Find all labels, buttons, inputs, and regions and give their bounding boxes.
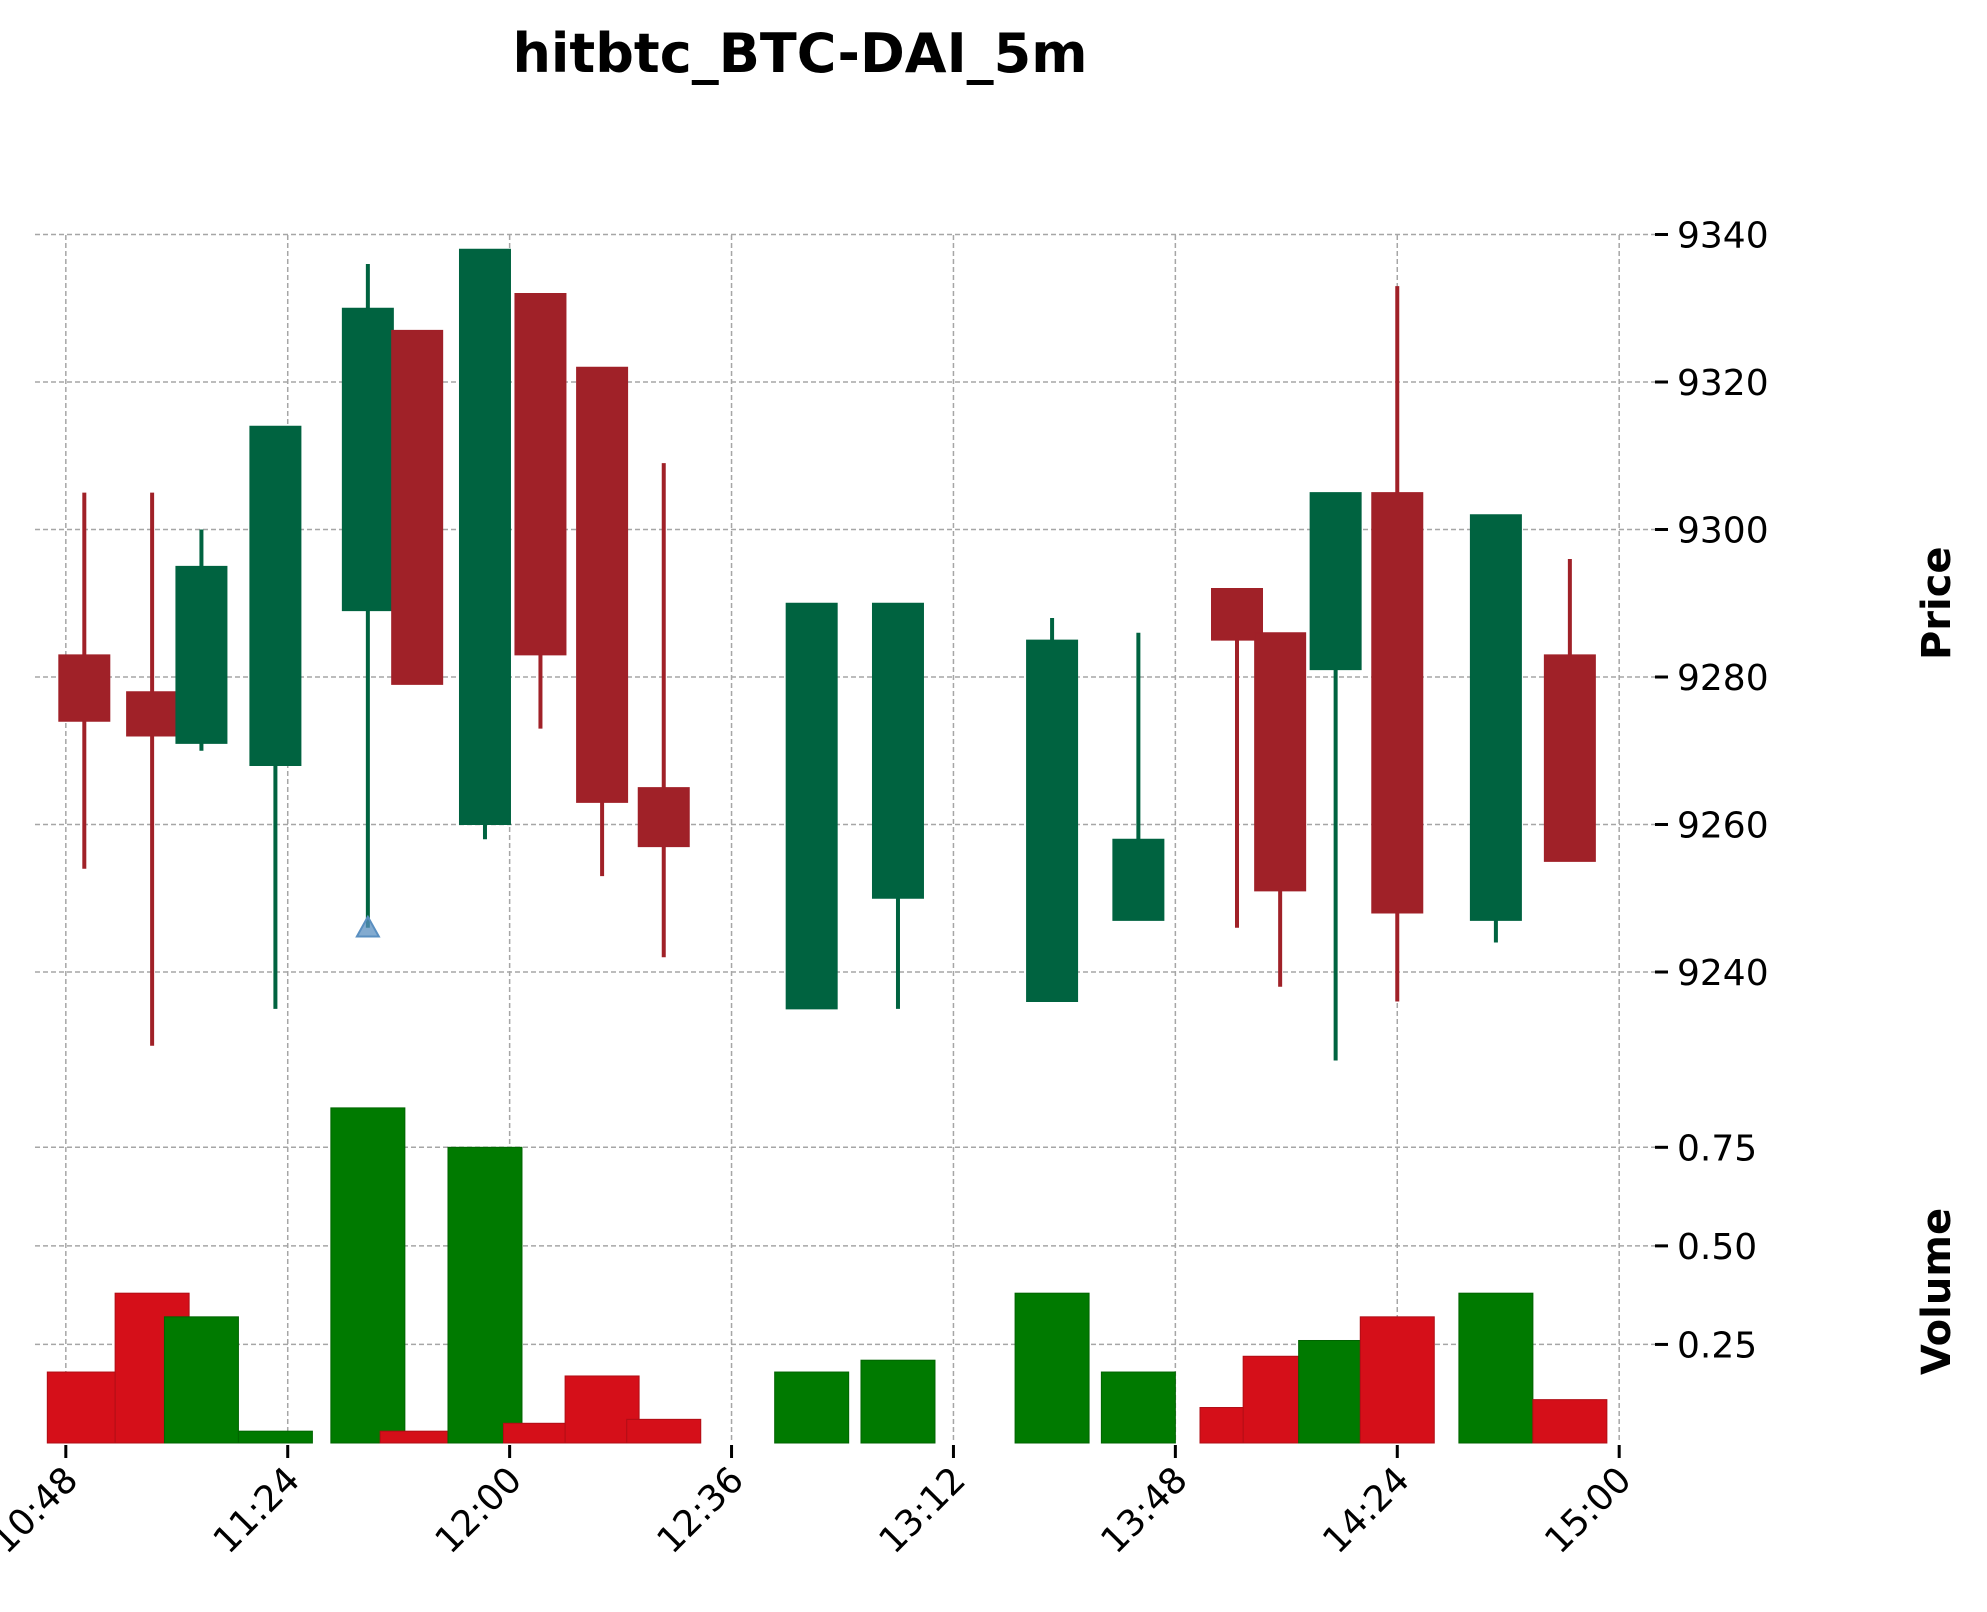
chart-title: hitbtc_BTC-DAI_5m [512,22,1088,85]
candle-body-up [1026,639,1079,1002]
volume-bar-up [330,1107,406,1444]
x-tick-label: 14:24 [1315,1459,1417,1561]
volume-bar-up [1458,1292,1534,1444]
candle-body-down [637,787,690,848]
x-tick-label: 10:48 [0,1459,86,1561]
buy-marker-triangle [355,914,381,938]
candles [58,248,1596,1061]
candle-body-up [871,602,924,899]
candle-body-up [1469,514,1522,921]
candle-body-up [249,425,302,766]
volume-bar-up [237,1430,313,1444]
candle-body-down [1254,632,1307,892]
volume-bar-down [1359,1316,1435,1444]
price-tick-label: 9280 [1677,658,1769,699]
x-tick-label: 15:00 [1537,1459,1639,1561]
volume-axis-title: Volume [1914,1208,1960,1375]
candle-body-up [458,248,511,825]
volume-bar-up [1100,1371,1176,1444]
volume-tick-label: 0.50 [1677,1227,1757,1268]
volume-bar-up [1014,1292,1090,1444]
price-tick-label: 9300 [1677,511,1769,552]
candle-body-down [1211,588,1264,641]
candle-body-down [1543,654,1596,862]
x-tick-label: 12:36 [650,1459,752,1561]
volume-bars [46,1107,1608,1444]
x-tick-label: 12:00 [428,1459,530,1561]
candle-body-down [126,691,179,737]
volume-bar-down [1532,1399,1608,1444]
x-tick-label: 13:48 [1093,1459,1195,1561]
price-tick-label: 9240 [1677,953,1769,994]
price-tick-label: 9260 [1677,806,1769,847]
candle-body-down [391,329,444,685]
candle-body-down [58,654,111,722]
volume-bar-up [447,1146,523,1444]
volume-bar-up [860,1359,936,1444]
candle-body-down [576,366,629,803]
candle-body-down [1371,492,1424,914]
volume-tick-label: 0.25 [1677,1325,1757,1366]
price-tick-label: 9340 [1677,216,1769,257]
candle-body-down [514,293,567,656]
x-tick-label: 11:24 [206,1459,308,1561]
markers [355,914,381,938]
candle-body-up [341,307,394,612]
volume-tick-label: 0.75 [1677,1128,1757,1169]
volume-bar-down [46,1371,122,1444]
candle-body-up [785,602,838,1010]
candle-body-up [1112,838,1165,921]
volume-bar-up [774,1371,850,1444]
axes: 9240 9260 9280 9300 9320 9340 0.25 0.50 0.75 Pric… [0,216,1960,1562]
volume-bar-up [163,1316,239,1444]
candle-body-up [1309,492,1362,671]
candle-body-up [175,565,228,744]
price-axis-title: Price [1914,546,1960,660]
price-tick-label: 9320 [1677,363,1769,404]
volume-bar-down [626,1418,702,1444]
volume-bar-down [379,1430,455,1444]
x-tick-label: 13:12 [871,1459,973,1561]
